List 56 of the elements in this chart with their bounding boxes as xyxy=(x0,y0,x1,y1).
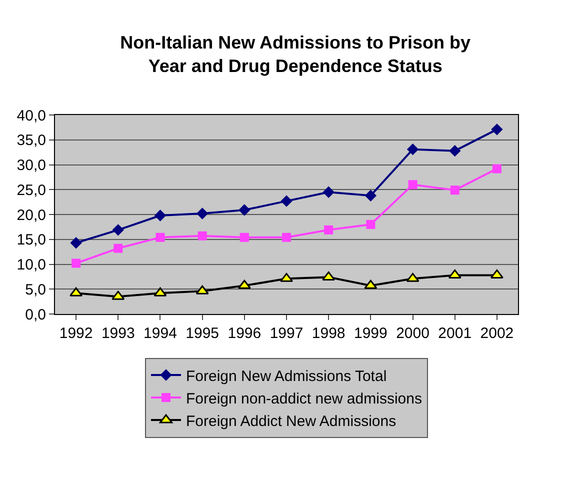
point xyxy=(112,224,124,236)
point xyxy=(238,280,251,289)
point xyxy=(366,220,376,229)
y-tick-label: 10,0 xyxy=(16,256,46,274)
point xyxy=(491,124,503,136)
x-tick-label: 2002 xyxy=(480,325,514,342)
point xyxy=(112,290,125,300)
x-tick-label: 1997 xyxy=(270,325,304,342)
point xyxy=(196,285,209,294)
point xyxy=(240,232,249,242)
y-tick-label: 40,0 xyxy=(16,107,46,124)
y-tick-label: 20,0 xyxy=(16,206,46,224)
legend-label: Foreign Addict New Admissions xyxy=(186,412,396,430)
point xyxy=(70,287,83,296)
x-tick-label: 1998 xyxy=(312,325,346,342)
y-tick-label: 25,0 xyxy=(16,182,46,199)
point xyxy=(154,210,166,222)
x-tick-label: 1994 xyxy=(144,325,177,342)
x-tick-label: 1996 xyxy=(228,325,262,342)
y-tick-label: 0,0 xyxy=(25,306,46,324)
legend-label: Foreign non-addict new admissions xyxy=(186,390,422,408)
point xyxy=(408,180,418,190)
legend-label: Foreign New Admissions Total xyxy=(186,368,387,385)
chart-title: Non-Italian New Admissions to Prison by Year and Drug Dependence Status xyxy=(120,32,471,76)
point xyxy=(322,271,336,280)
x-tick-label: 1993 xyxy=(101,325,135,342)
y-tick-label: 15,0 xyxy=(16,232,46,249)
x-tick-label: 1995 xyxy=(186,325,220,342)
point xyxy=(280,195,292,207)
y-tick-label: 5,0 xyxy=(25,281,46,298)
x-tick-label: 2001 xyxy=(438,325,472,342)
point xyxy=(448,269,462,278)
point xyxy=(198,231,207,240)
x-tick-label: 1999 xyxy=(354,325,388,342)
point xyxy=(114,244,123,253)
point xyxy=(282,232,291,242)
point xyxy=(490,269,504,278)
point xyxy=(406,272,420,282)
point xyxy=(492,164,502,174)
y-tick-label: 30,0 xyxy=(16,157,46,174)
point xyxy=(154,287,167,296)
x-tick-label: 2000 xyxy=(396,325,430,342)
point xyxy=(238,204,250,216)
point xyxy=(72,258,81,268)
point xyxy=(322,186,334,198)
point xyxy=(196,208,208,220)
point xyxy=(450,186,460,195)
point xyxy=(449,144,461,157)
point xyxy=(364,280,378,289)
point xyxy=(406,143,419,156)
point xyxy=(324,225,334,234)
point xyxy=(156,232,165,242)
point xyxy=(70,237,82,249)
point xyxy=(364,190,377,202)
y-tick-label: 35,0 xyxy=(16,132,46,150)
x-tick-label: 1992 xyxy=(59,325,93,342)
